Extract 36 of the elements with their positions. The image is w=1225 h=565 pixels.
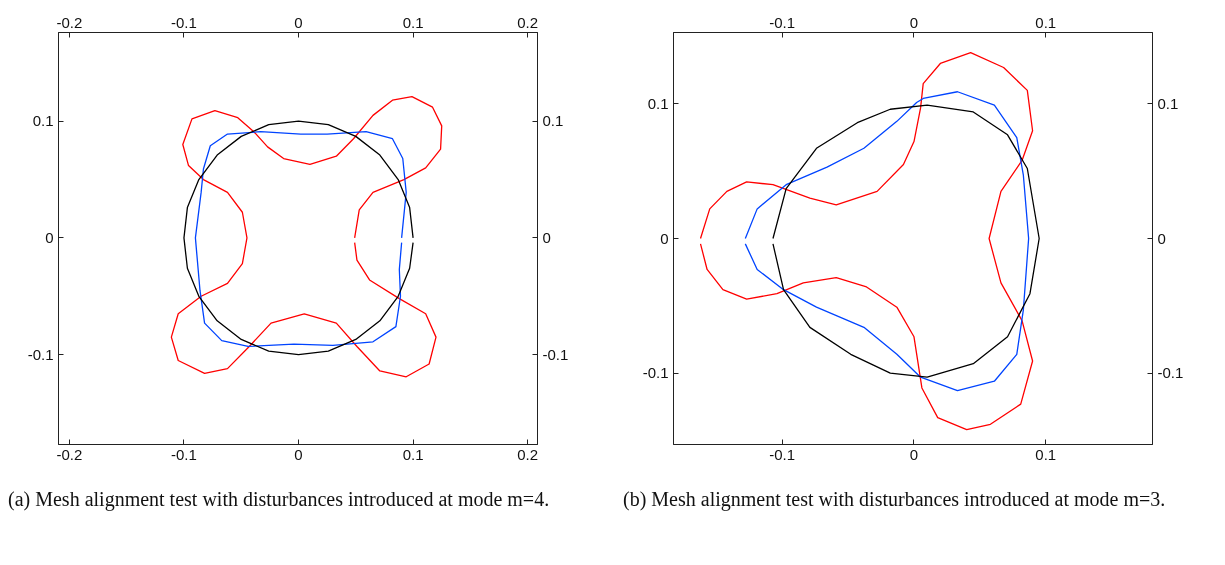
x2-tick-label: -0.1 <box>171 13 197 31</box>
y-tick-label: -0.1 <box>642 364 669 382</box>
text: (a) Mesh alignment test with disturbances introduced at mode m=4. <box>8 487 550 513</box>
x2-tick-label: 0.1 <box>1035 13 1057 31</box>
y2-tick-label: -0.1 <box>542 345 569 363</box>
y-tick-label: 0 <box>660 229 669 247</box>
line-series <box>744 91 1030 392</box>
x-tick-label: 0.1 <box>402 445 424 463</box>
line-series <box>183 120 414 356</box>
y-tick-label: -0.1 <box>27 345 54 363</box>
y2-tick-label: -0.1 <box>1157 364 1184 382</box>
x-tick-label: 0.2 <box>517 445 539 463</box>
x-tick-label: -0.1 <box>171 445 197 463</box>
y2-tick-label: 0 <box>542 228 551 246</box>
x2-tick-label: -0.2 <box>56 13 83 31</box>
x2-tick-label: 0 <box>294 13 303 31</box>
x-tick-label: 0.1 <box>1035 445 1057 463</box>
x-tick-label: -0.1 <box>769 445 796 463</box>
x-tick-label: -0.2 <box>56 445 83 463</box>
line-series <box>772 104 1040 378</box>
y2-tick-label: 0 <box>1157 229 1166 247</box>
x2-tick-label: 0.1 <box>402 13 424 31</box>
y2-tick-label: 0.1 <box>542 112 564 130</box>
y-tick-label: 0.1 <box>647 94 669 112</box>
line-series <box>170 96 443 378</box>
line-series <box>194 131 407 348</box>
x-tick-label: 0 <box>909 445 919 463</box>
y2-tick-label: 0.1 <box>1157 94 1179 112</box>
x2-tick-label: 0.2 <box>517 13 539 31</box>
y-tick-label: 0.1 <box>32 112 54 130</box>
line-series <box>699 52 1034 431</box>
x-tick-label: 0 <box>294 445 303 463</box>
y-tick-label: 0 <box>45 228 54 246</box>
x2-tick-label: -0.1 <box>769 13 796 31</box>
text: (b) Mesh alignment test with disturbances introduced at mode m=3. <box>623 487 1166 513</box>
x2-tick-label: 0 <box>909 13 919 31</box>
